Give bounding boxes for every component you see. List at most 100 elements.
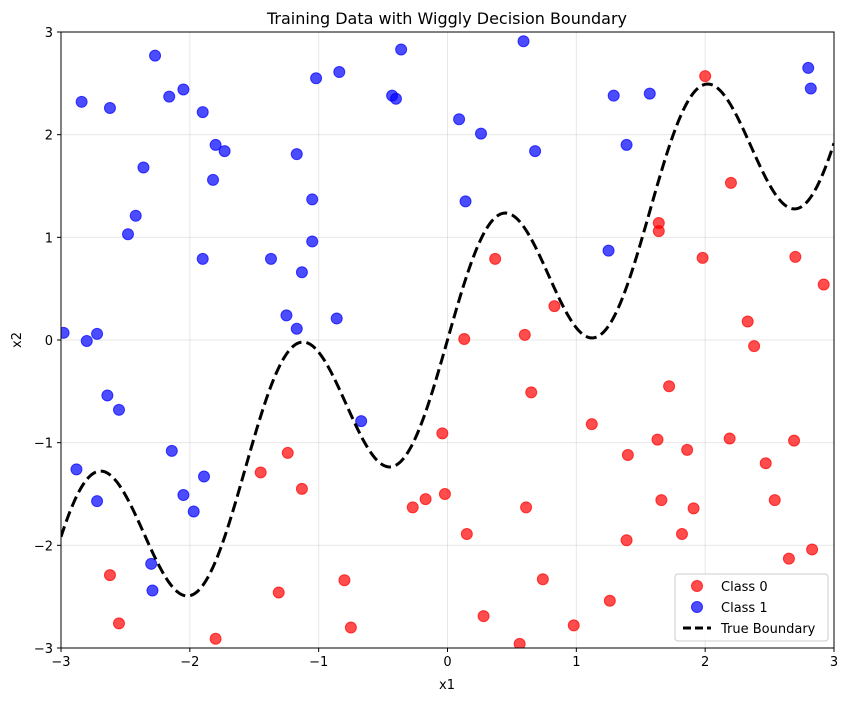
x-axis-ticks: −3 −2 −1 0 1 2 3 — [51, 648, 838, 670]
point-class-1-39 — [80, 335, 93, 348]
point-class-1-17 — [474, 127, 487, 140]
y-axis-ticks: −3 −2 −1 0 1 2 3 — [34, 26, 61, 657]
point-class-0-33 — [460, 528, 473, 541]
point-class-1-24 — [207, 173, 220, 186]
legend-label-class-1: Class 1 — [721, 601, 768, 616]
x-tick-label: −1 — [309, 655, 328, 670]
point-class-1-27 — [129, 209, 142, 222]
point-class-0-28 — [406, 501, 419, 514]
point-class-0-25 — [295, 482, 308, 495]
point-class-0-30 — [768, 494, 781, 507]
point-class-1-19 — [218, 145, 231, 158]
point-class-1-31 — [196, 252, 209, 265]
point-class-0-22 — [759, 457, 772, 470]
y-tick-label: −3 — [34, 642, 53, 657]
point-class-0-16 — [436, 427, 449, 440]
point-class-0-0 — [699, 70, 712, 83]
point-class-0-39 — [536, 573, 549, 586]
legend-box — [674, 573, 829, 642]
point-class-1-8 — [395, 43, 408, 56]
point-class-1-11 — [517, 35, 530, 48]
y-tick-label: 2 — [45, 129, 53, 144]
y-tick-label: 0 — [45, 334, 53, 349]
point-class-1-26 — [459, 195, 472, 208]
true-boundary-line — [61, 82, 834, 598]
x-tick-label: 0 — [443, 655, 451, 670]
point-class-1-12 — [802, 61, 815, 74]
point-class-1-14 — [607, 89, 620, 102]
point-class-0-26 — [438, 488, 451, 500]
point-class-1-15 — [643, 87, 656, 100]
point-class-0-36 — [806, 543, 819, 556]
point-class-0-14 — [525, 386, 538, 399]
legend-marker-class-0 — [691, 580, 703, 592]
point-class-1-0 — [149, 49, 162, 62]
chart-title: Training Data with Wiggly Decision Bound… — [266, 9, 627, 28]
point-class-1-23 — [137, 161, 150, 174]
point-class-1-22 — [620, 138, 633, 151]
point-class-0-32 — [687, 502, 700, 515]
point-class-1-33 — [295, 266, 308, 279]
legend-marker-class-1 — [691, 601, 703, 613]
point-class-1-16 — [453, 113, 466, 126]
point-class-0-21 — [681, 443, 694, 456]
point-class-0-18 — [723, 432, 736, 445]
point-class-1-5 — [196, 106, 209, 119]
point-class-1-43 — [165, 444, 178, 457]
point-class-0-38 — [103, 569, 116, 582]
y-axis-label: x2 — [10, 332, 25, 348]
point-class-1-45 — [198, 470, 211, 483]
point-class-1-35 — [330, 312, 343, 325]
point-class-1-18 — [209, 138, 222, 151]
point-class-0-44 — [112, 617, 125, 630]
point-class-0-47 — [209, 632, 222, 645]
x-tick-label: 2 — [701, 655, 709, 670]
point-class-0-48 — [513, 637, 526, 648]
point-class-0-43 — [477, 610, 490, 623]
point-class-1-21 — [529, 145, 542, 158]
point-class-0-42 — [603, 594, 616, 607]
point-class-1-42 — [355, 415, 368, 428]
point-class-0-34 — [620, 534, 633, 547]
point-class-1-38 — [91, 327, 104, 340]
point-class-0-5 — [789, 250, 802, 263]
point-class-1-48 — [187, 505, 200, 518]
point-class-1-36 — [290, 322, 303, 335]
point-class-1-49 — [145, 557, 158, 570]
point-class-0-31 — [520, 501, 533, 514]
point-class-0-6 — [817, 278, 830, 291]
y-tick-label: 1 — [45, 231, 53, 246]
point-class-1-46 — [177, 489, 190, 502]
point-class-0-20 — [621, 448, 634, 461]
point-class-0-35 — [675, 528, 688, 541]
point-class-0-46 — [567, 619, 580, 632]
point-class-0-4 — [696, 251, 709, 264]
point-class-0-3 — [652, 225, 665, 238]
point-class-1-28 — [121, 228, 134, 241]
point-class-0-10 — [748, 340, 761, 353]
point-class-0-15 — [585, 418, 598, 431]
point-class-1-30 — [602, 244, 615, 257]
point-class-0-40 — [338, 574, 351, 587]
point-class-1-13 — [804, 82, 817, 95]
point-class-0-29 — [655, 494, 668, 507]
point-class-1-7 — [333, 66, 346, 79]
point-class-0-8 — [548, 300, 561, 313]
x-tick-label: −3 — [51, 655, 70, 670]
point-class-1-40 — [101, 389, 114, 402]
point-class-1-47 — [91, 495, 104, 508]
point-class-1-3 — [163, 90, 176, 103]
point-class-0-13 — [663, 380, 676, 393]
point-class-0-19 — [788, 434, 801, 447]
x-tick-label: −2 — [180, 655, 199, 670]
point-class-1-29 — [306, 235, 319, 248]
legend: Class 0 Class 1 True Boundary — [674, 573, 829, 642]
point-class-0-1 — [724, 176, 737, 189]
x-tick-label: 3 — [830, 655, 838, 670]
point-class-0-12 — [518, 328, 531, 341]
point-class-0-9 — [741, 315, 754, 328]
x-axis-label: x1 — [439, 678, 455, 693]
point-class-0-7 — [489, 252, 502, 265]
point-class-1-4 — [177, 83, 190, 96]
point-class-1-2 — [103, 101, 116, 114]
